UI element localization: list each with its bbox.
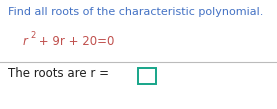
Text: The roots are r =: The roots are r = xyxy=(8,67,113,80)
Text: 2: 2 xyxy=(30,31,35,40)
Bar xyxy=(138,68,156,84)
Text: Find all roots of the characteristic polynomial.: Find all roots of the characteristic pol… xyxy=(8,7,263,17)
Text: + 9r + 20=0: + 9r + 20=0 xyxy=(35,35,114,48)
Text: $\it{r}$: $\it{r}$ xyxy=(22,35,29,48)
